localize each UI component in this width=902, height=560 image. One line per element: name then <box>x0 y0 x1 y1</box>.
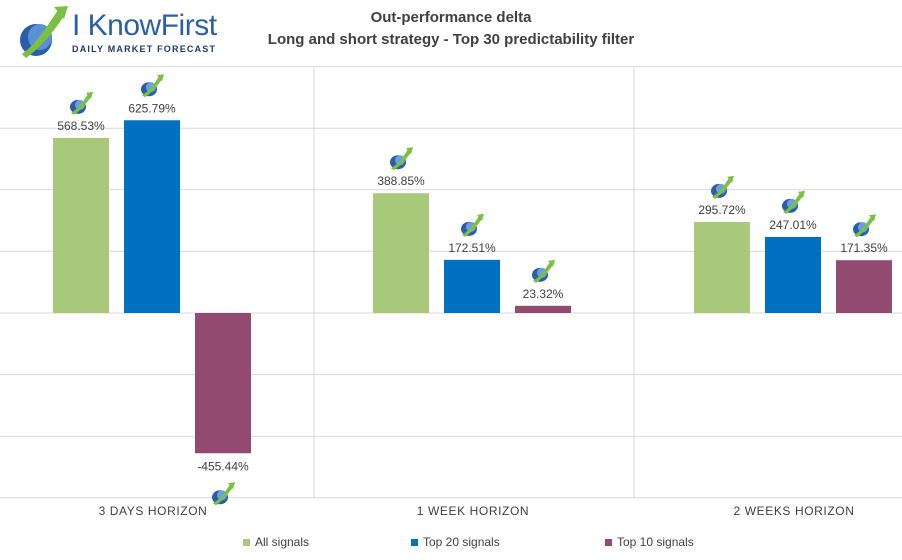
data-label: 23.32% <box>523 287 564 301</box>
logo-swoosh-icon <box>20 6 68 58</box>
logo-name: I KnowFirst <box>72 9 217 42</box>
logo: I KnowFirst DAILY MARKET FORECAST <box>14 4 217 64</box>
chart-subtitle: Long and short strategy - Top 30 predict… <box>267 31 635 48</box>
iknowfirst-logo-icon <box>141 74 164 98</box>
bar-top-20-signals <box>765 236 821 313</box>
iknowfirst-logo-icon <box>532 259 555 283</box>
iknowfirst-logo-icon <box>390 147 413 171</box>
data-label: 171.35% <box>840 241 888 255</box>
bar-all-signals <box>53 137 109 313</box>
bar-all-signals <box>694 221 750 313</box>
bar-top-10-signals <box>195 313 251 454</box>
data-label: 247.01% <box>769 218 817 232</box>
legend-item-top-10-signals: Top 10 signals <box>605 534 694 550</box>
bar-top-10-signals <box>836 260 892 313</box>
data-label: 388.85% <box>377 174 425 188</box>
chart-title: Out-performance delta <box>370 9 532 26</box>
data-label: 295.72% <box>698 203 746 217</box>
bar-top-20-signals <box>444 259 500 313</box>
x-tick-label: 1 WEEK HORIZON <box>417 504 529 518</box>
iknowfirst-logo-icon <box>461 213 484 237</box>
legend-swatch-top-20-signals <box>411 538 418 546</box>
data-label: 568.53% <box>57 119 105 133</box>
iknowfirst-logo-icon <box>70 91 93 115</box>
legend-label-top-10-signals: Top 10 signals <box>617 535 694 549</box>
legend-label-top-20-signals: Top 20 signals <box>423 535 500 549</box>
iknowfirst-logo-icon <box>853 214 876 238</box>
data-label: -455.44% <box>197 459 249 473</box>
legend-swatch-all-signals <box>243 538 250 546</box>
logo-tagline: DAILY MARKET FORECAST <box>72 44 217 54</box>
bar-all-signals <box>373 193 429 313</box>
bar-top-20-signals <box>124 120 180 313</box>
iknowfirst-logo-icon <box>782 190 805 214</box>
x-tick-label: 2 WEEKS HORIZON <box>733 504 854 518</box>
iknowfirst-logo-icon <box>711 175 734 199</box>
legend-item-all-signals: All signals <box>243 534 309 550</box>
legend-label-all-signals: All signals <box>255 535 310 549</box>
x-tick-label: 3 DAYS HORIZON <box>99 504 208 518</box>
legend-item-top-20-signals: Top 20 signals <box>411 534 500 550</box>
bar-top-10-signals <box>515 305 571 313</box>
data-label: 625.79% <box>128 101 176 115</box>
legend-swatch-top-10-signals <box>605 538 612 546</box>
data-label: 172.51% <box>448 241 496 255</box>
iknowfirst-logo-icon <box>212 482 235 506</box>
